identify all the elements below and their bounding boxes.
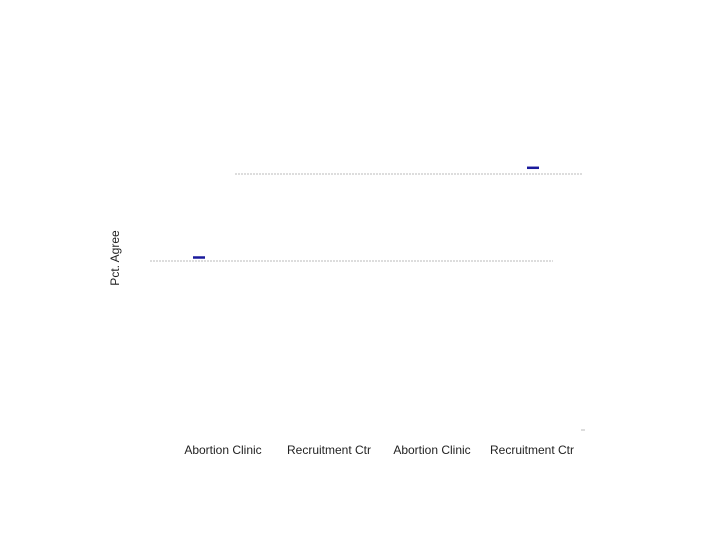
x-tick-label: Recruitment Ctr	[287, 443, 371, 457]
x-tick-label: Abortion Clinic	[184, 443, 261, 457]
x-tick-label: Recruitment Ctr	[490, 443, 574, 457]
x-tick-label: Abortion Clinic	[393, 443, 470, 457]
y-axis-label: Pct. Agree	[108, 230, 122, 286]
